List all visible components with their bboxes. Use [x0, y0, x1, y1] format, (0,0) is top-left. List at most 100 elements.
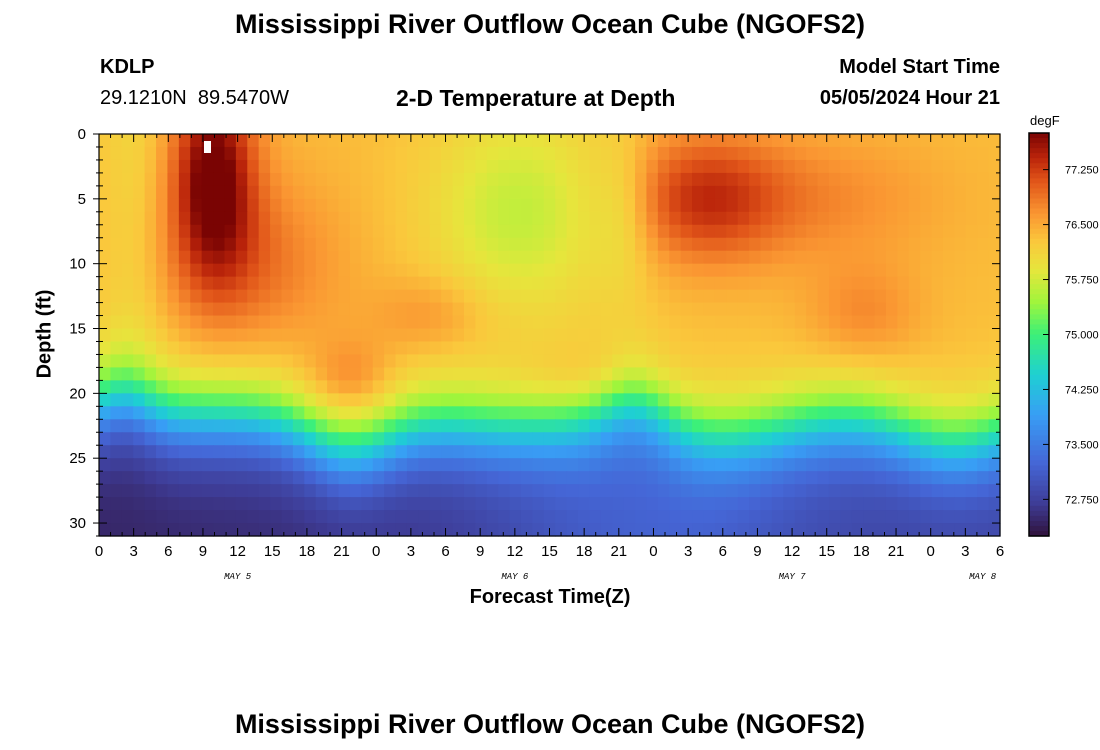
heat-cell — [612, 354, 625, 369]
heat-cell — [589, 134, 602, 148]
heat-cell — [156, 146, 169, 161]
heat-cell — [840, 445, 853, 459]
heat-cell — [726, 406, 739, 420]
heat-cell — [441, 146, 454, 161]
colorbar-segment — [1029, 294, 1049, 300]
heat-cell — [942, 471, 955, 485]
heat-cell — [680, 185, 693, 200]
heat-cell — [509, 484, 522, 498]
heat-cell — [760, 289, 773, 304]
date-label: MAY 8 — [969, 572, 997, 582]
heat-cell — [646, 315, 659, 330]
heat-cell — [235, 134, 248, 148]
heat-cell — [406, 445, 419, 459]
heat-cell — [247, 237, 260, 252]
heat-cell — [840, 484, 853, 498]
heat-cell — [646, 250, 659, 265]
colorbar-segment — [1029, 319, 1049, 326]
heat-cell — [133, 276, 146, 291]
heat-cell — [623, 497, 636, 511]
heat-cell — [167, 263, 180, 278]
heat-cell — [463, 367, 476, 381]
heat-cell — [555, 419, 568, 433]
heat-cell — [714, 523, 727, 537]
heat-cell — [817, 159, 830, 174]
heat-cell — [338, 250, 351, 265]
heat-cell — [737, 172, 750, 187]
heat-cell — [395, 419, 408, 433]
heat-cell — [349, 445, 362, 459]
heat-cell — [133, 445, 146, 459]
heat-cell — [178, 263, 191, 278]
heat-cell — [566, 146, 579, 161]
heat-cell — [258, 289, 271, 304]
heat-cell — [190, 484, 203, 498]
heat-cell — [703, 224, 716, 239]
heat-cell — [133, 263, 146, 278]
heat-cell — [361, 354, 374, 369]
heat-cell — [190, 445, 203, 459]
heat-cell — [749, 289, 762, 304]
heat-cell — [532, 458, 545, 472]
heat-cell — [578, 406, 591, 420]
heat-cell — [349, 185, 362, 200]
heat-cell — [486, 471, 499, 485]
heat-cell — [589, 484, 602, 498]
heat-cell — [817, 315, 830, 330]
heat-cell — [361, 134, 374, 148]
heat-cell — [418, 432, 431, 446]
colorbar-segment — [1029, 163, 1049, 169]
heat-cell — [942, 419, 955, 433]
heat-cell — [292, 523, 305, 537]
heat-cell — [235, 367, 248, 381]
heat-cell — [635, 393, 648, 407]
heat-cell — [794, 523, 807, 537]
heat-cell — [737, 276, 750, 291]
heat-cell — [452, 367, 465, 381]
heat-cell — [726, 146, 739, 161]
colorbar-segment — [1029, 470, 1049, 477]
heat-cell — [327, 237, 340, 252]
heat-cell — [372, 134, 385, 148]
heat-cell — [258, 250, 271, 265]
heat-cell — [224, 302, 237, 317]
heat-cell — [224, 458, 237, 472]
heat-cell — [247, 497, 260, 511]
heat-cell — [213, 432, 226, 446]
heat-cell — [167, 419, 180, 433]
heat-cell — [794, 315, 807, 330]
heat-cell — [520, 341, 533, 356]
heat-cell — [806, 380, 819, 394]
heat-cell — [703, 341, 716, 356]
heat-cell — [543, 484, 556, 498]
heat-cell — [623, 432, 636, 446]
heat-cell — [783, 432, 796, 446]
heat-cell — [692, 497, 705, 511]
heat-cell — [315, 237, 328, 252]
colorbar-segment — [1029, 364, 1049, 371]
heat-cell — [840, 497, 853, 511]
heat-cell — [714, 458, 727, 472]
heat-cell — [623, 471, 636, 485]
heat-cell — [418, 367, 431, 381]
heat-cell — [965, 523, 978, 537]
heat-cell — [406, 328, 419, 343]
heat-cell — [156, 250, 169, 265]
heat-cell — [589, 315, 602, 330]
heat-cell — [680, 263, 693, 278]
heat-cell — [372, 289, 385, 304]
heat-cell — [635, 315, 648, 330]
heat-cell — [737, 354, 750, 369]
heat-cell — [817, 523, 830, 537]
heat-cell — [384, 341, 397, 356]
colorbar-segment — [1029, 253, 1049, 260]
heat-cell — [988, 406, 1001, 420]
heat-cell — [144, 432, 157, 446]
heat-cell — [612, 289, 625, 304]
heat-cell — [931, 302, 944, 317]
heat-cell — [726, 380, 739, 394]
heat-cell — [315, 211, 328, 226]
heat-cell — [315, 263, 328, 278]
colorbar-segment — [1029, 420, 1049, 426]
heat-cell — [635, 380, 648, 394]
